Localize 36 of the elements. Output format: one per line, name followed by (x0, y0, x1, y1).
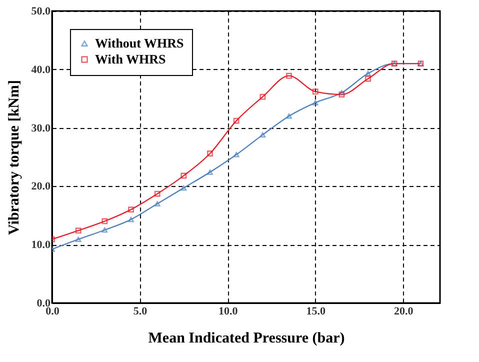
point (365, 76, 371, 82)
x-tick-label: 15.0 (306, 306, 326, 318)
point (180, 185, 187, 191)
point (102, 218, 108, 224)
point (312, 100, 318, 106)
y-tick-label: 40.0 (31, 64, 51, 76)
point (102, 227, 108, 233)
point (75, 228, 82, 234)
point (286, 72, 292, 79)
legend-label: Without WHRS (95, 36, 184, 50)
y-tick-label: 20.0 (31, 180, 51, 193)
point (128, 216, 134, 222)
y-tick-label: 10.0 (31, 239, 51, 252)
x-tick-label: 0.0 (46, 306, 60, 318)
point (365, 70, 371, 76)
point (207, 170, 213, 175)
point (128, 206, 134, 213)
x-axis-title: Mean Indicated Pressure (bar) (148, 330, 345, 346)
point (207, 150, 213, 156)
point (260, 94, 266, 100)
point (233, 152, 240, 158)
point (154, 190, 160, 197)
point (180, 172, 187, 179)
point (75, 236, 82, 242)
point (312, 88, 318, 95)
legend-label: With WHRS (95, 52, 166, 66)
y-tick-label: 50.0 (31, 6, 51, 18)
point (154, 201, 160, 206)
x-tick-label: 5.0 (133, 306, 148, 318)
x-tick-label: 10.0 (218, 306, 238, 318)
y-tick-label: 30.0 (31, 122, 51, 134)
point (233, 118, 240, 124)
x-tick-label: 20.0 (394, 306, 414, 318)
point (286, 113, 292, 119)
y-axis-title: Vibratory torque [kNm] (6, 80, 22, 235)
point (260, 132, 266, 138)
